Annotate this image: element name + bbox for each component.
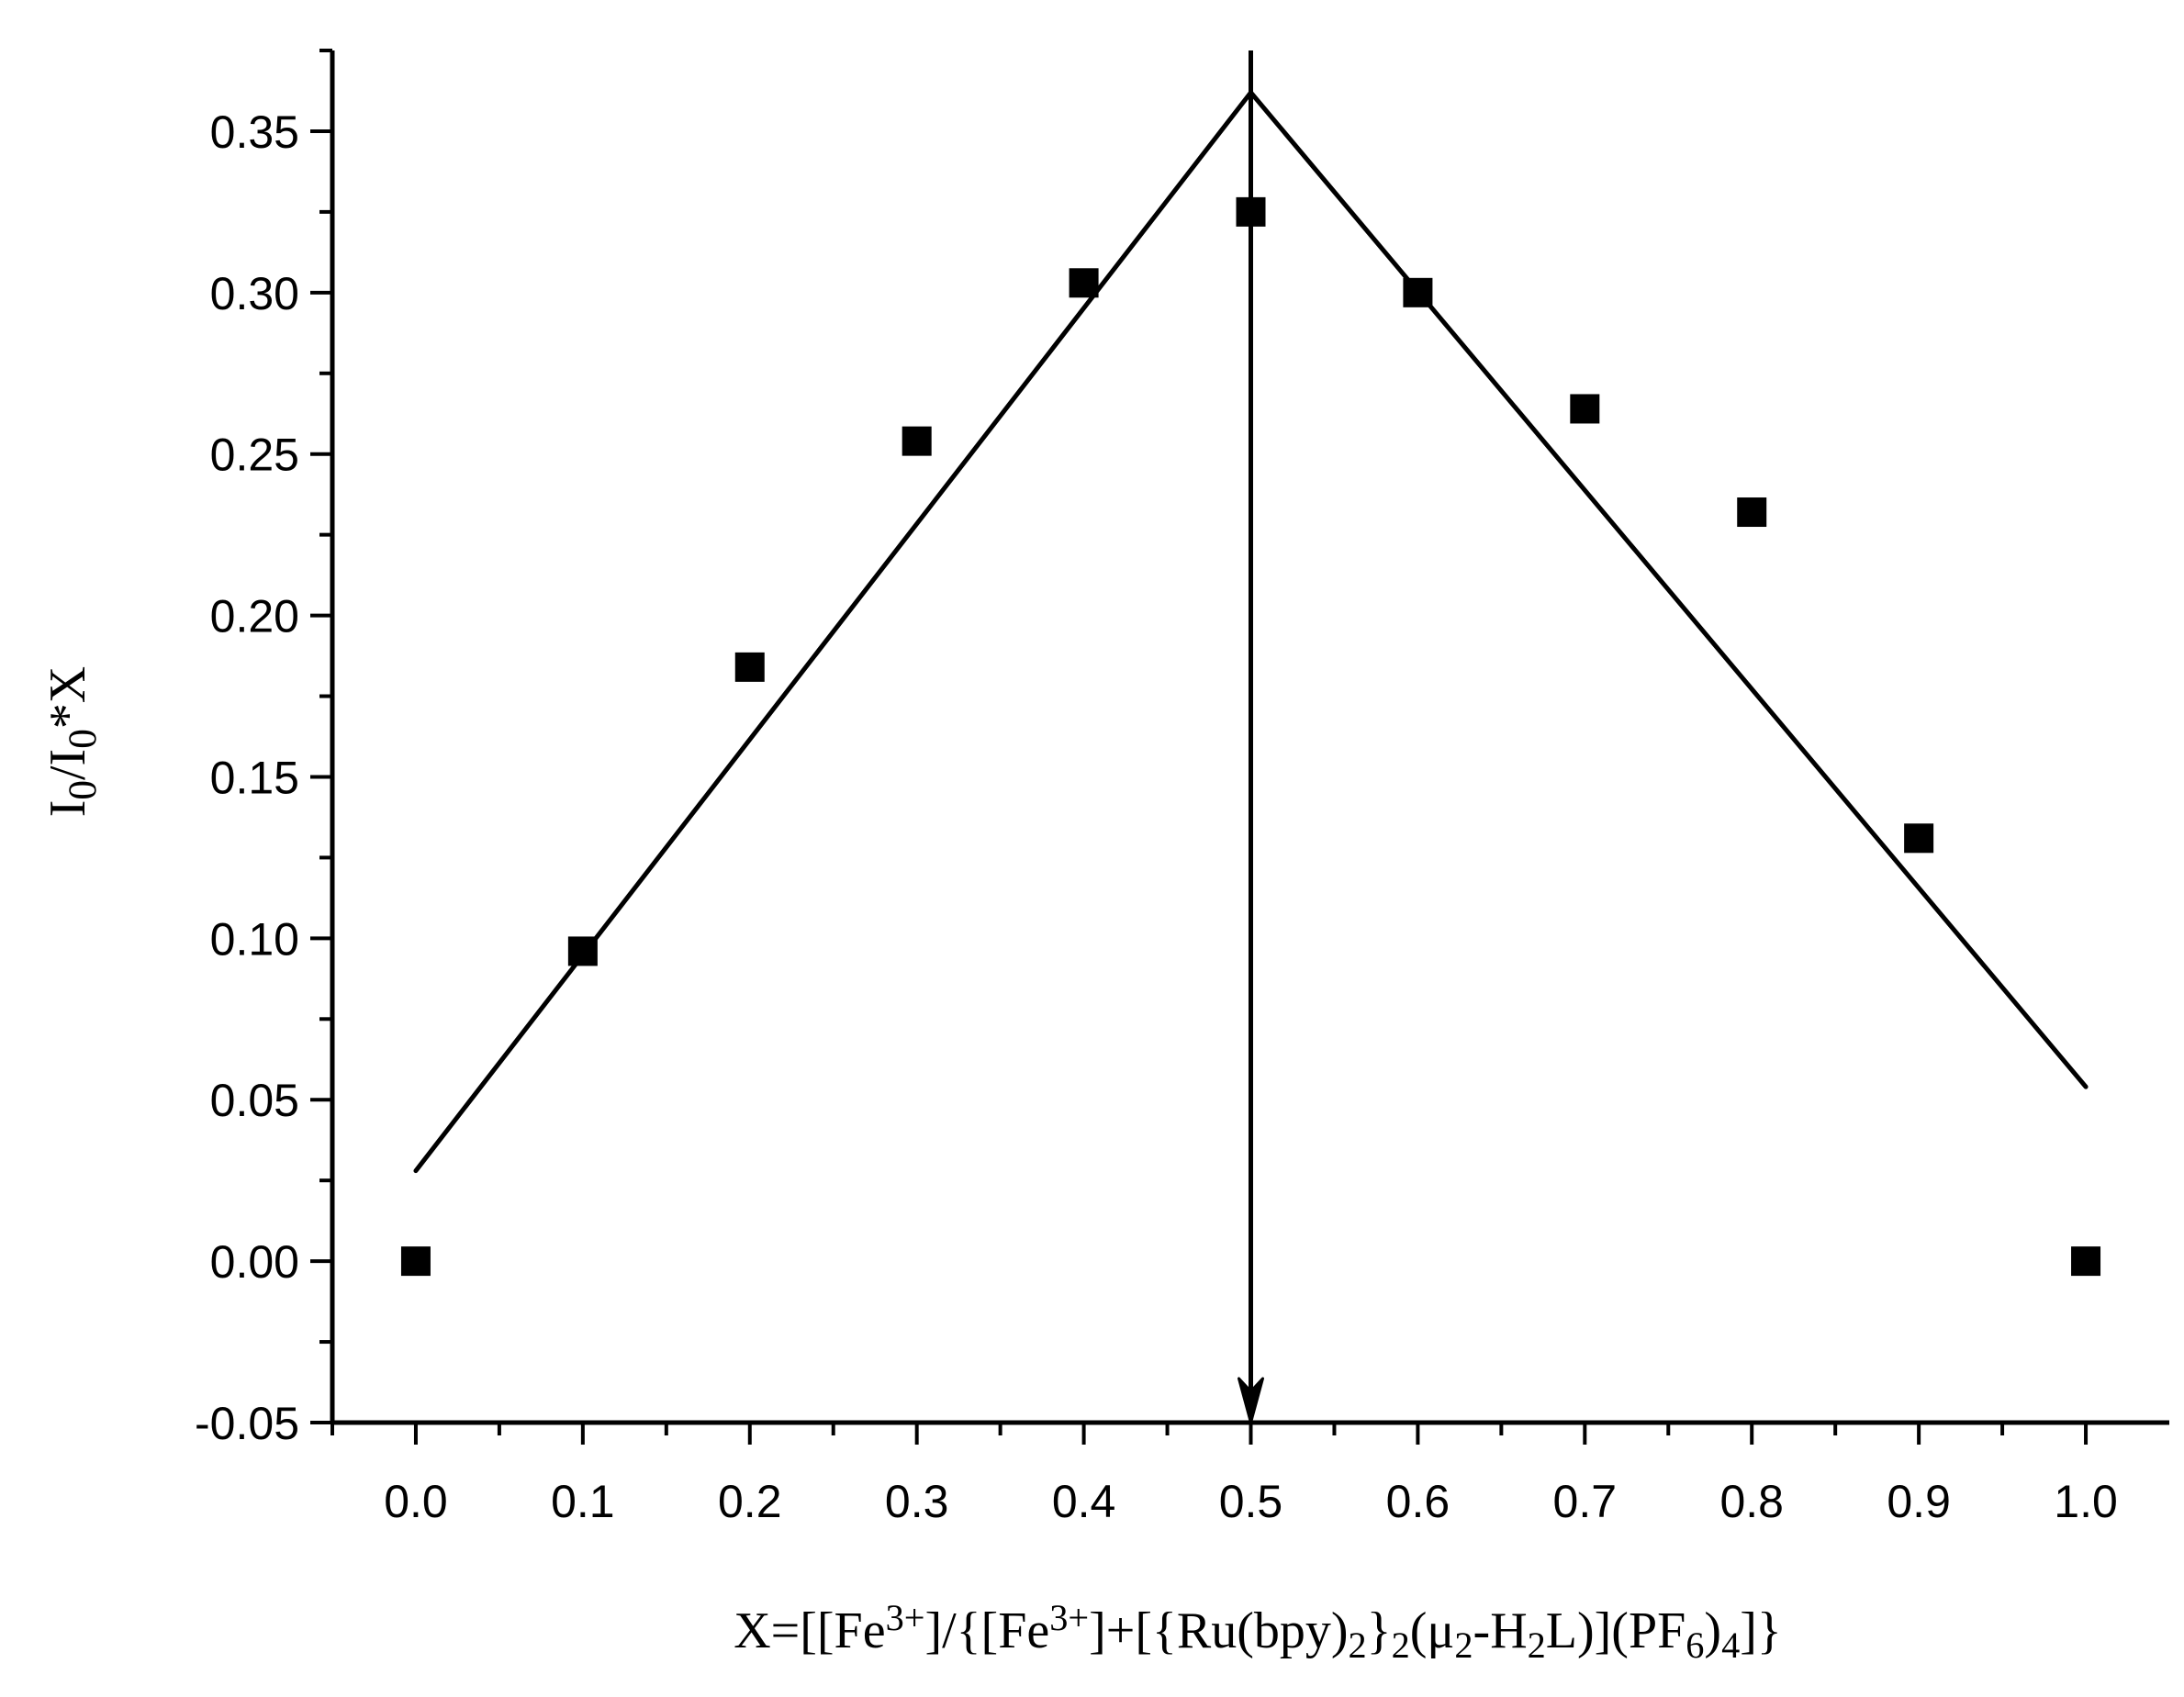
x-tick-label: 0.6 xyxy=(1386,1476,1450,1527)
x-tick-label: 1.0 xyxy=(2054,1476,2118,1527)
arrow-head xyxy=(1238,1377,1264,1424)
x-tick-label: 0.1 xyxy=(551,1476,615,1527)
x-tick-label: 0.5 xyxy=(1219,1476,1283,1527)
data-point xyxy=(1904,823,1934,854)
y-tick-label: 0.10 xyxy=(210,913,299,965)
y-tick-label: 0.00 xyxy=(210,1236,299,1288)
data-point xyxy=(2071,1246,2101,1277)
tick-labels: 0.0 0.1 0.2 0.3 0.4 0.5 0.6 0.7 0.8 0.9 1.0 -0.05 0.… xyxy=(195,106,2118,1527)
x-tick-label: 0.2 xyxy=(718,1476,782,1527)
data-point xyxy=(1236,196,1266,227)
axes xyxy=(310,49,2169,1445)
x-tick-label: 0.0 xyxy=(384,1476,448,1527)
data-point xyxy=(902,426,932,456)
x-axis-label: X=[[Fe3+]/{[Fe3+]+[{Ru(bpy)2}2(μ2-H2L)](… xyxy=(734,1597,1782,1666)
fit-line xyxy=(413,90,1253,1174)
data-point xyxy=(1570,394,1600,424)
x-tick-label: 0.3 xyxy=(885,1476,949,1527)
x-tick-label: 0.9 xyxy=(1887,1476,1951,1527)
data-point xyxy=(1069,268,1099,298)
y-tick-label: 0.20 xyxy=(210,591,299,642)
data-point xyxy=(1403,277,1433,307)
fit-line xyxy=(1249,90,2089,1089)
data-points xyxy=(400,196,2101,1277)
y-tick-label: 0.05 xyxy=(210,1075,299,1126)
data-point xyxy=(567,936,598,966)
y-tick-label: 0.15 xyxy=(210,752,299,803)
y-tick-label: 0.30 xyxy=(210,268,299,319)
y-tick-label: -0.05 xyxy=(195,1398,299,1449)
y-tick-label: 0.25 xyxy=(210,430,299,481)
x-tick-label: 0.7 xyxy=(1553,1476,1618,1527)
data-point xyxy=(400,1246,431,1277)
annotation-arrow xyxy=(1238,50,1264,1424)
y-axis-label: I0/I0*X xyxy=(39,666,105,818)
data-point xyxy=(734,652,765,682)
fit-lines xyxy=(413,90,2089,1174)
data-point xyxy=(1737,497,1767,528)
x-tick-label: 0.8 xyxy=(1719,1476,1784,1527)
x-tick-label: 0.4 xyxy=(1052,1476,1116,1527)
y-tick-label: 0.35 xyxy=(210,106,299,158)
